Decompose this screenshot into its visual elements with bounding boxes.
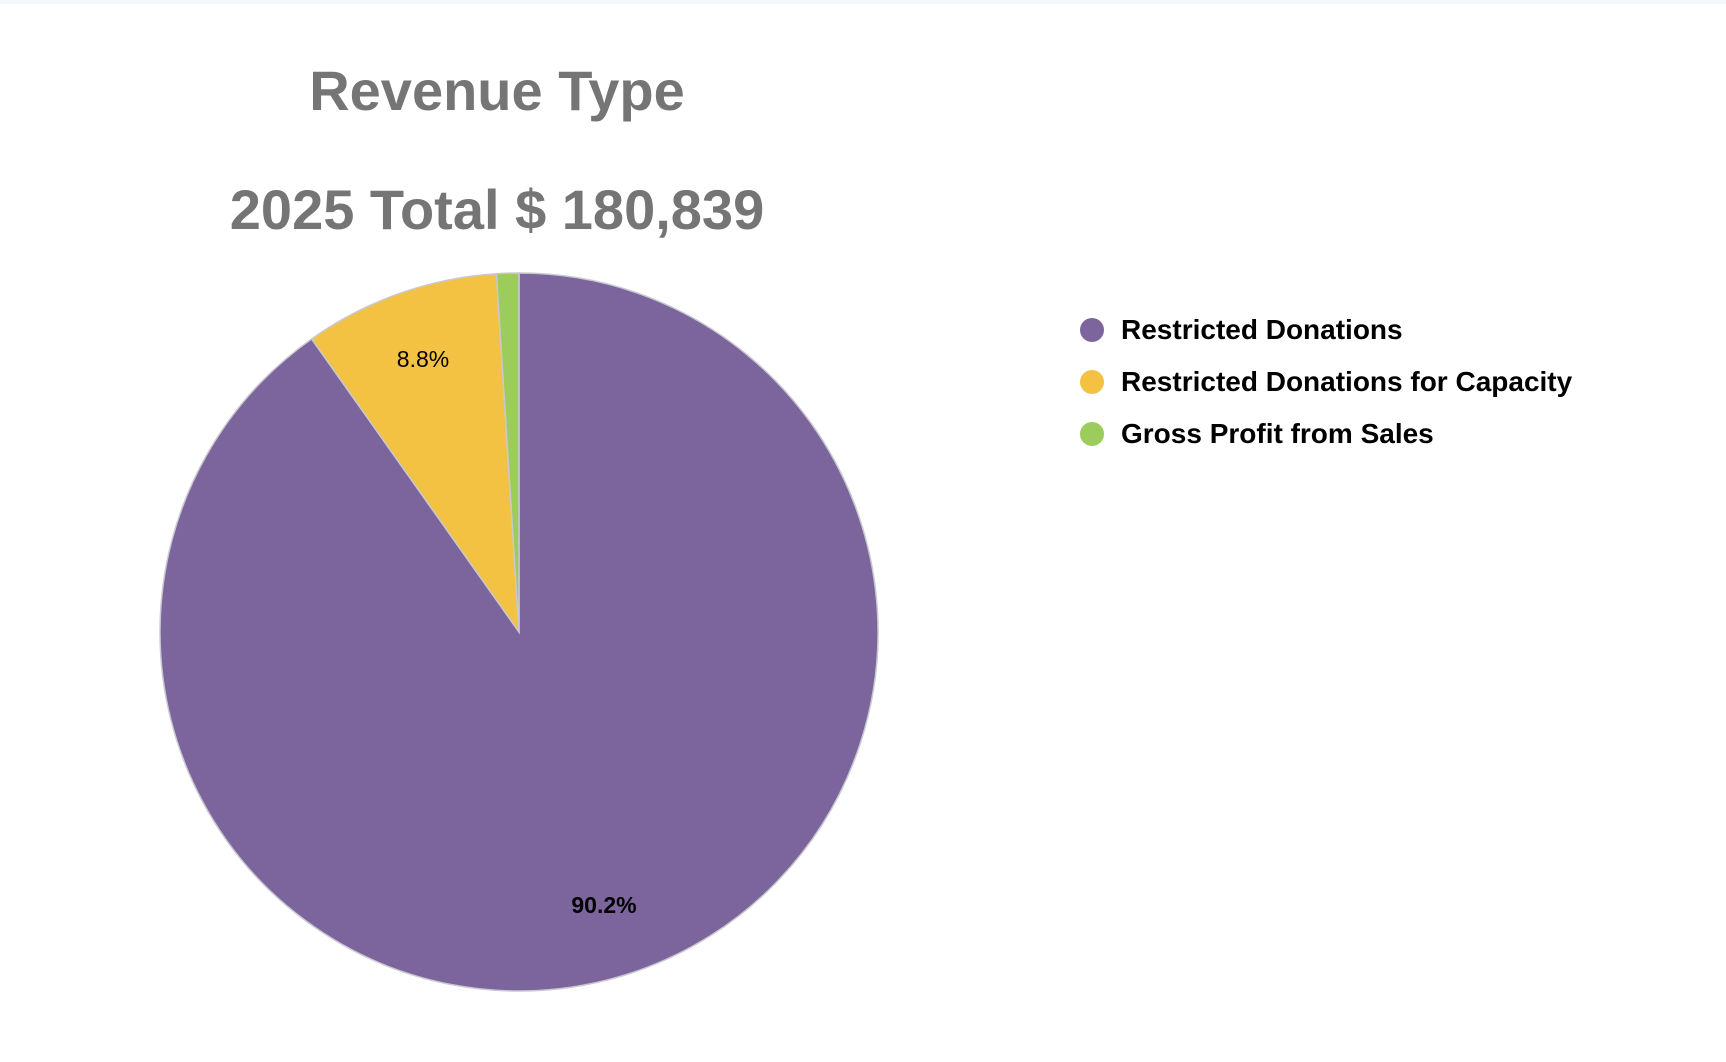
chart-title: Revenue Type bbox=[309, 59, 685, 122]
legend-swatch bbox=[1080, 370, 1104, 394]
legend-label: Gross Profit from Sales bbox=[1121, 418, 1434, 449]
pie-slice[interactable] bbox=[310, 272, 520, 635]
legend-item[interactable]: Gross Profit from Sales bbox=[1080, 408, 1572, 460]
pie-slice[interactable] bbox=[495, 272, 520, 633]
legend: Restricted Donations Restricted Donation… bbox=[1080, 304, 1572, 460]
legend-item[interactable]: Restricted Donations bbox=[1080, 304, 1572, 356]
slice-data-label: 8.8% bbox=[397, 346, 449, 372]
legend-swatch bbox=[1080, 318, 1104, 342]
legend-swatch bbox=[1080, 422, 1104, 446]
chart-subtitle: 2025 Total $ 180,839 bbox=[229, 178, 765, 241]
legend-item[interactable]: Restricted Donations for Capacity bbox=[1080, 356, 1572, 408]
top-border bbox=[0, 0, 1726, 4]
slice-data-label: 90.2% bbox=[571, 892, 636, 918]
legend-label: Restricted Donations for Capacity bbox=[1121, 366, 1573, 397]
legend-label: Restricted Donations bbox=[1121, 314, 1403, 345]
